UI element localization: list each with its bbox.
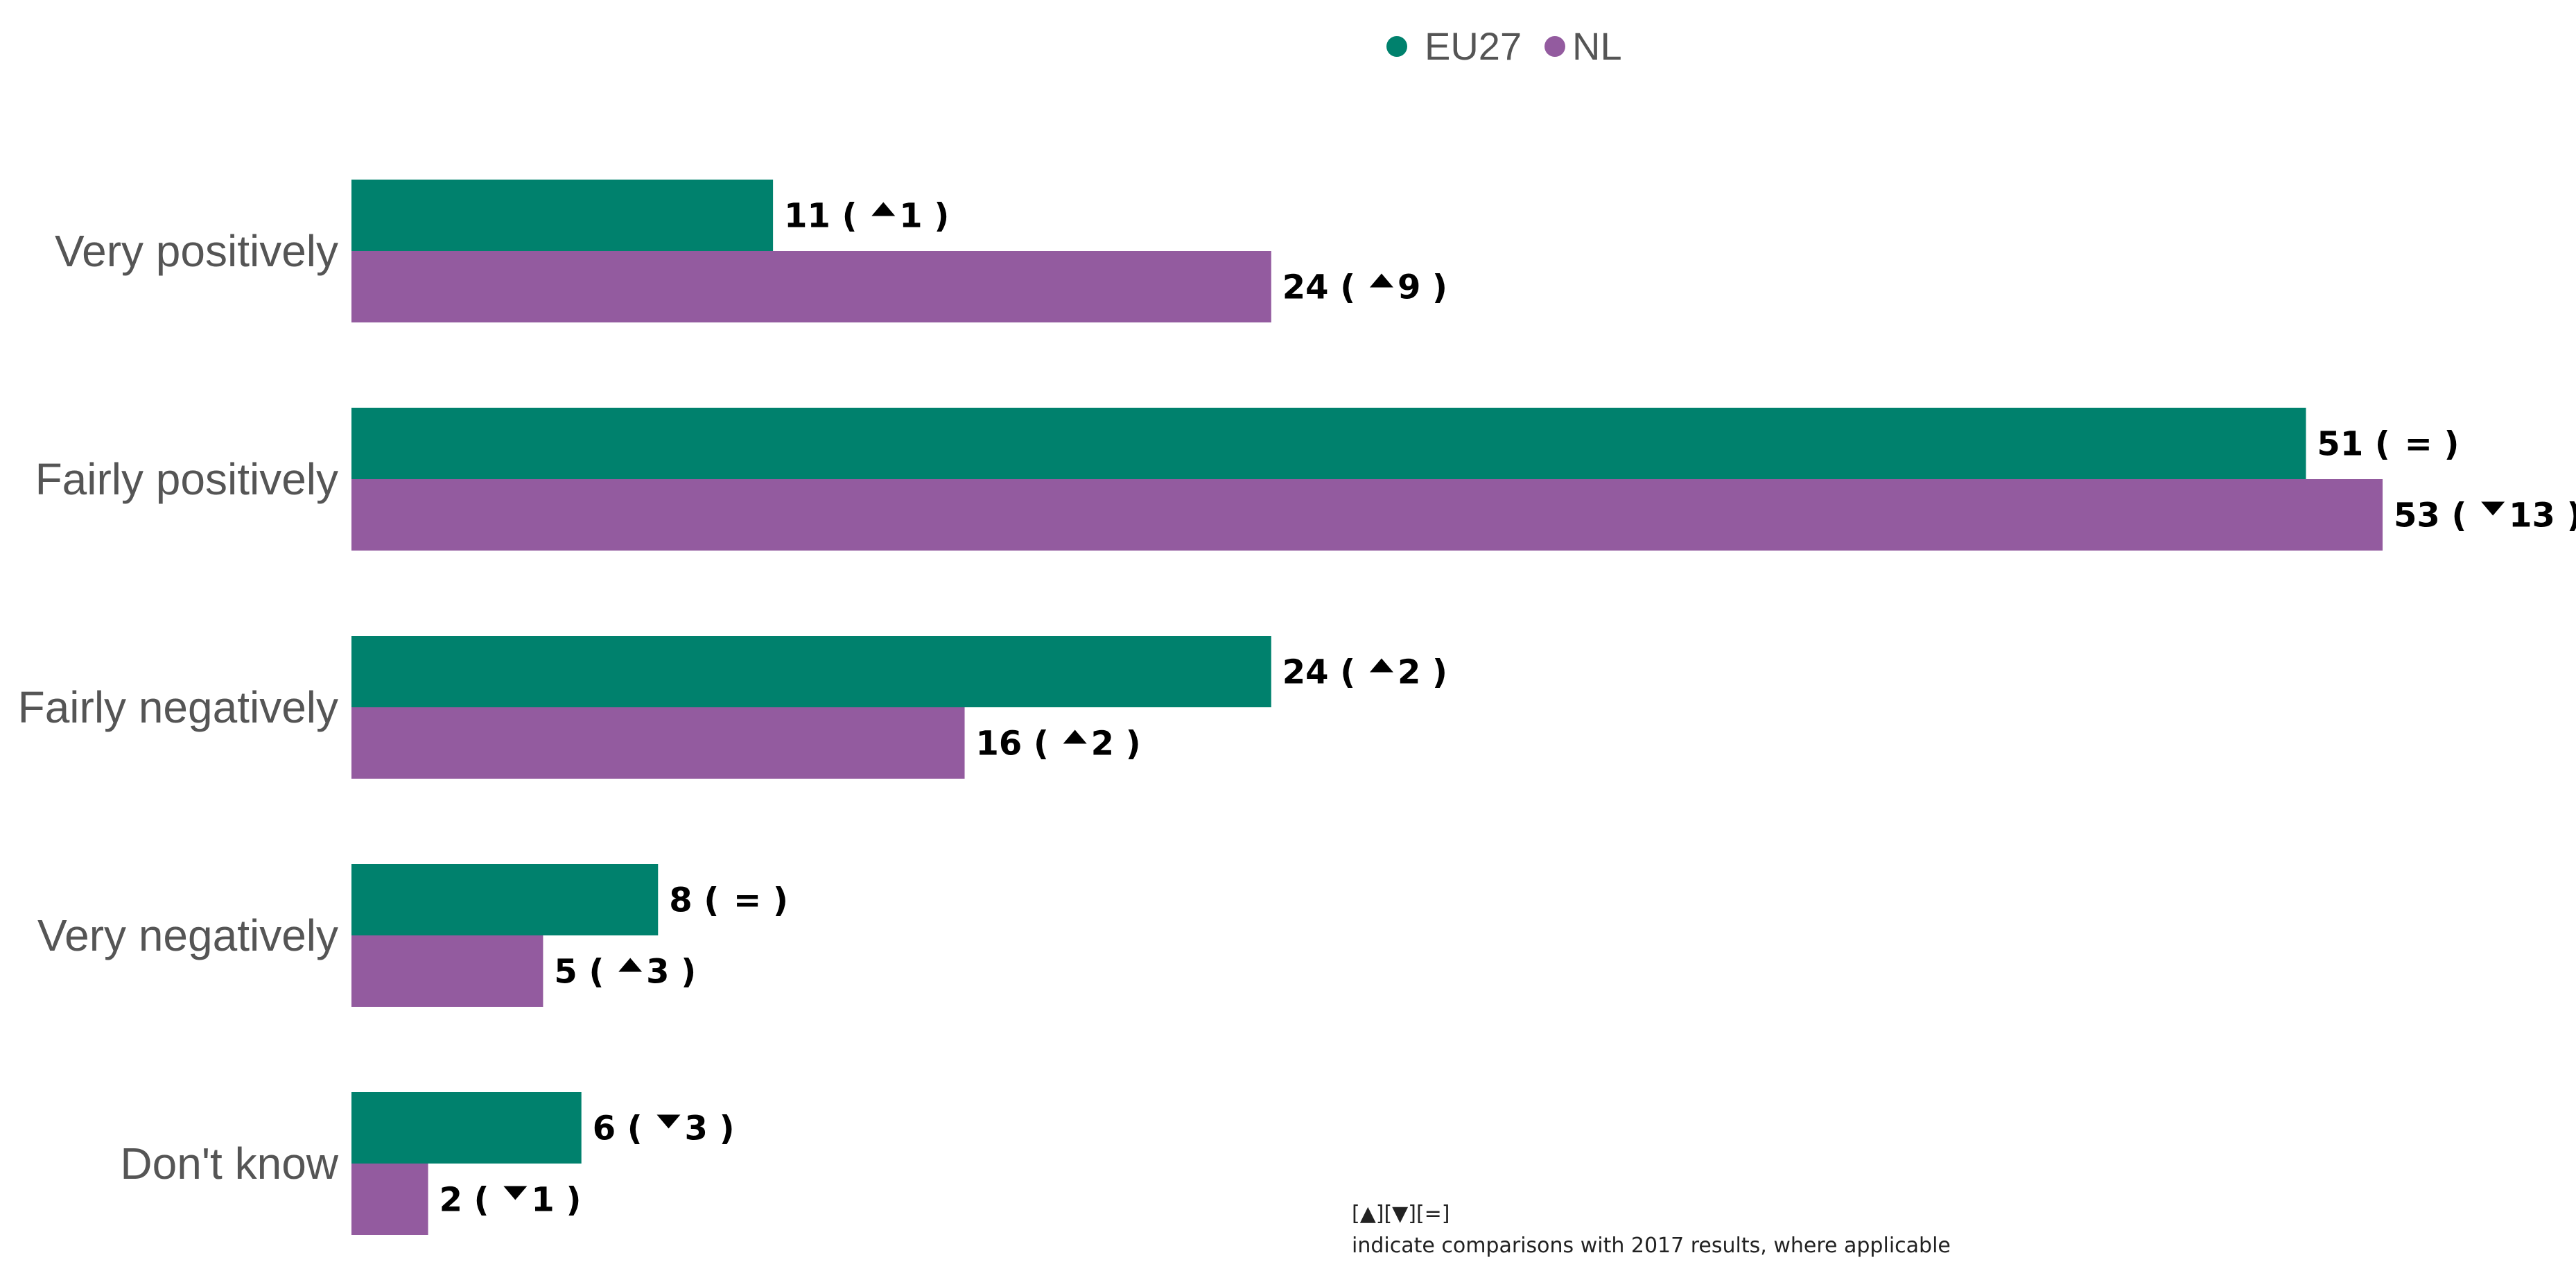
data-label-nl: 2 ( 1 ) xyxy=(440,1181,582,1220)
arrow-down-icon xyxy=(2481,501,2505,516)
category-group: Don't know 6 ( 3 ) 2 ( 1 ) xyxy=(120,1092,735,1235)
category-group: Very positively 11 ( 1 ) 24 ( 9 ) xyxy=(55,180,1447,322)
bar-nl xyxy=(351,1164,428,1235)
category-label: Very positively xyxy=(55,226,338,276)
bar-eu27 xyxy=(351,408,2306,479)
arrow-up-icon xyxy=(1369,273,1393,288)
data-label-nl: 16 ( 2 ) xyxy=(976,725,1141,763)
category-label: Fairly negatively xyxy=(18,682,338,732)
bar-eu27 xyxy=(351,636,1271,707)
data-label-value: 6 ( xyxy=(593,1109,654,1148)
bar-eu27 xyxy=(351,864,659,935)
category-group: Very negatively 8 ( = ) 5 ( 3 ) xyxy=(37,864,788,1007)
arrow-up-icon xyxy=(1063,729,1087,744)
arrow-up-icon xyxy=(618,958,643,972)
data-label-nl: 53 ( 13 ) xyxy=(2394,496,2576,535)
data-label-change: 13 ) xyxy=(2509,496,2576,535)
data-label-change: 1 ) xyxy=(531,1181,581,1220)
data-label-eu27: 11 ( 1 ) xyxy=(784,197,949,236)
arrow-down-icon xyxy=(503,1186,528,1200)
arrow-up-icon xyxy=(871,202,896,216)
data-label-value: 11 ( xyxy=(784,197,869,236)
data-label-value: 16 ( xyxy=(976,725,1061,763)
footnote: [▲][▼][=] indicate comparisons with 2017… xyxy=(1352,1198,1951,1262)
data-label-value: 24 ( xyxy=(1282,653,1367,692)
bar-nl xyxy=(351,479,2383,551)
category-label: Very negatively xyxy=(37,910,338,960)
data-label-value: 24 ( xyxy=(1282,268,1367,307)
data-label-eu27: 8 ( = ) xyxy=(669,881,788,920)
data-label-value: 53 ( xyxy=(2394,496,2478,535)
category-label: Fairly positively xyxy=(35,454,338,504)
arrow-up-icon xyxy=(1369,658,1393,673)
bar-nl xyxy=(351,707,965,779)
legend-swatch-nl xyxy=(1544,36,1565,57)
data-label-nl: 5 ( 3 ) xyxy=(554,953,696,992)
legend-swatch-eu27 xyxy=(1386,36,1407,57)
bar-nl xyxy=(351,251,1271,322)
data-label-value: 2 ( xyxy=(440,1181,501,1220)
category-group: Fairly positively 51 ( = ) 53 ( 13 ) xyxy=(35,408,2576,551)
data-label-change: 2 ) xyxy=(1091,725,1141,763)
data-label-change: 1 ) xyxy=(899,197,949,236)
footnote-symbols: [▲][▼][=] xyxy=(1352,1202,1450,1226)
data-label-change: 2 ) xyxy=(1398,653,1447,692)
bar-nl xyxy=(351,935,543,1007)
bar-eu27 xyxy=(351,1092,582,1164)
data-label-change: 9 ) xyxy=(1398,268,1447,307)
category-label: Don't know xyxy=(120,1139,338,1188)
data-label-value: 5 ( xyxy=(554,953,616,992)
data-label-change: 3 ) xyxy=(646,953,696,992)
data-label-eu27: 51 ( = ) xyxy=(2317,425,2459,464)
data-label-eu27: 6 ( 3 ) xyxy=(593,1109,735,1148)
data-label-change: = ) xyxy=(2405,425,2460,464)
legend-label-nl: NL xyxy=(1572,24,1622,68)
footnote-text: indicate comparisons with 2017 results, … xyxy=(1352,1234,1951,1258)
data-label-change: 3 ) xyxy=(684,1109,734,1148)
data-label-change: = ) xyxy=(733,881,788,920)
legend: EU27 NL xyxy=(1386,24,1622,68)
arrow-down-icon xyxy=(656,1114,681,1129)
data-label-eu27: 24 ( 2 ) xyxy=(1282,653,1447,692)
data-label-value: 51 ( xyxy=(2317,425,2401,464)
bar-eu27 xyxy=(351,180,774,251)
legend-label-eu27: EU27 xyxy=(1425,24,1522,68)
data-label-value: 8 ( xyxy=(669,881,731,920)
data-label-nl: 24 ( 9 ) xyxy=(1282,268,1447,307)
